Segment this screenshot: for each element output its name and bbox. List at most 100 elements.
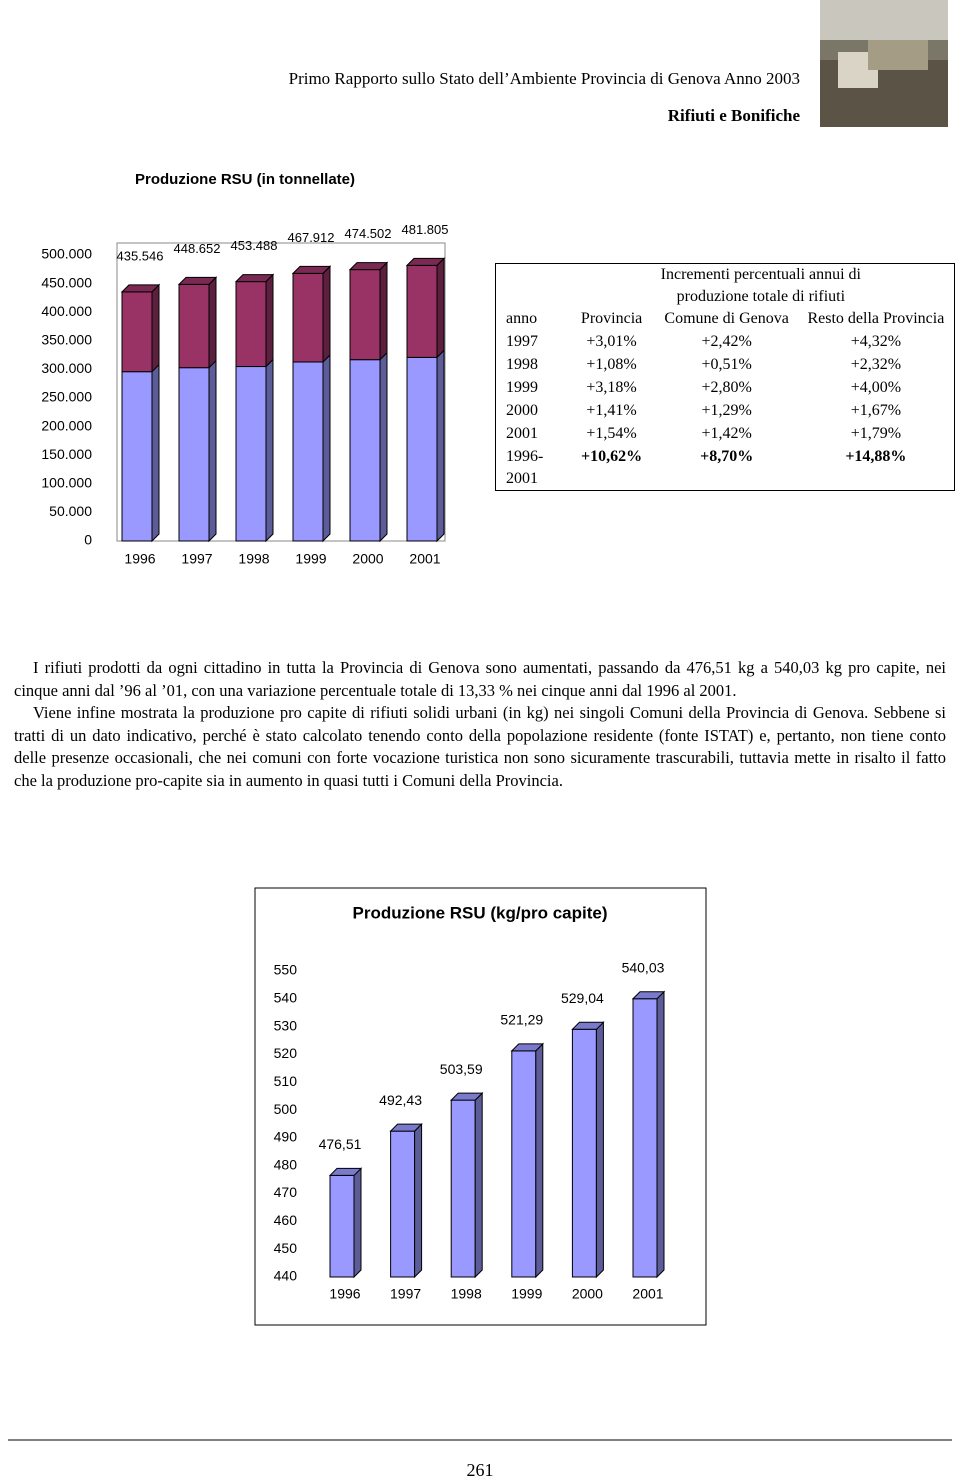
value-label: 476,51 [319, 1136, 362, 1152]
header-title: Primo Rapporto sullo Stato dell’Ambiente… [288, 69, 800, 88]
bar-segment [292, 272, 324, 363]
x-tick-label: 1999 [511, 1286, 542, 1302]
bar-top [328, 1167, 363, 1176]
y-tick-label: 450.000 [41, 274, 92, 290]
bar-side [436, 349, 445, 543]
header-section: Rifiuti e Bonifiche [667, 106, 800, 125]
bar-top [291, 265, 332, 274]
table-cell: +1,42% [701, 425, 752, 442]
bar-segment [292, 361, 324, 542]
bar-side [353, 1167, 362, 1279]
value-label: 503,59 [440, 1061, 483, 1077]
y-tick-label: 510 [274, 1073, 298, 1089]
bar-segment [450, 1099, 476, 1278]
bar-segment [571, 1028, 597, 1278]
x-tick-label: 2000 [572, 1286, 603, 1302]
table-cell: +1,67% [850, 402, 902, 419]
bar-top [571, 1021, 605, 1030]
bar-top [631, 991, 666, 1000]
bar-side [414, 1122, 423, 1279]
table-title: Incrementi percentuali annui di produzio… [660, 266, 861, 305]
bar-segment [121, 371, 153, 542]
y-tick-label: 540 [274, 990, 298, 1006]
x-tick-label: 1997 [390, 1286, 421, 1302]
y-tick-label: 400.000 [41, 303, 92, 319]
body-text: I rifiuti prodotti da ogni cittadino in … [14, 657, 946, 793]
table-cell: 1996-2001 [506, 448, 544, 487]
total-label: 453.488 [231, 238, 278, 253]
x-tick-label: 1996 [329, 1286, 360, 1302]
x-tick-label: 1996 [124, 551, 155, 567]
table-cell: +14,88% [845, 448, 907, 465]
photo [820, 0, 948, 127]
table-cell: +4,32% [850, 333, 902, 350]
total-label: 435.546 [117, 248, 164, 263]
bar-top [120, 284, 161, 293]
table-cell: +3,18% [586, 379, 637, 396]
bar-side [322, 353, 331, 543]
chart-frame [254, 887, 707, 1326]
bar-segment [390, 1130, 416, 1278]
table-header: Comune di Genova [664, 310, 789, 327]
y-tick-label: 0 [84, 532, 92, 548]
y-tick-label: 350.000 [41, 332, 92, 348]
y-tick-label: 500 [274, 1101, 298, 1117]
total-label: 467.912 [288, 230, 335, 245]
bar-segment [329, 1174, 355, 1278]
page-number: 261 [466, 1460, 494, 1480]
table-header: Provincia [580, 310, 643, 327]
table-header: anno [506, 310, 538, 327]
bar-segment [406, 356, 438, 542]
x-tick-label: 2000 [352, 551, 383, 567]
table-cell: +2,80% [701, 379, 752, 396]
value-label: 540,03 [622, 959, 665, 975]
table-cell: +4,00% [850, 379, 902, 396]
y-tick-label: 250.000 [41, 389, 92, 405]
y-tick-label: 200.000 [41, 417, 92, 433]
x-tick-label: 1997 [181, 551, 212, 567]
bar-side [535, 1042, 544, 1279]
bar-segment [632, 998, 658, 1278]
x-tick-label: 1998 [238, 551, 269, 567]
x-tick-label: 1999 [295, 551, 326, 567]
paragraph: I rifiuti prodotti da ogni cittadino in … [14, 658, 946, 700]
x-tick-label: 2001 [632, 1286, 663, 1302]
bar-segment [511, 1050, 537, 1278]
table-cell: 2000 [506, 402, 538, 419]
x-tick-label: 1998 [451, 1286, 482, 1302]
total-label: 481.805 [402, 222, 449, 237]
bar-side [595, 1021, 604, 1279]
total-label: 474.502 [345, 226, 392, 241]
y-tick-label: 470 [274, 1184, 298, 1200]
bar-side [322, 265, 331, 364]
bar-segment [235, 366, 267, 542]
table-cell: +2,42% [701, 333, 752, 350]
table-cell: +1,08% [586, 356, 637, 373]
bar-top [177, 276, 218, 285]
bar-side [208, 359, 217, 543]
y-tick-label: 490 [274, 1129, 298, 1145]
y-tick-label: 500.000 [41, 246, 92, 262]
bar-segment [349, 359, 381, 542]
bar-side [265, 273, 274, 368]
paragraph: Viene infine mostrata la produzione pro … [14, 703, 946, 790]
bar-top [389, 1123, 423, 1132]
bar-segment [235, 281, 267, 368]
y-tick-label: 480 [274, 1156, 298, 1172]
table-header: Resto della Provincia [807, 310, 945, 327]
y-tick-label: 460 [274, 1212, 298, 1228]
chart-title: Produzione RSU (in tonnellate) [135, 171, 355, 188]
y-tick-label: 50.000 [49, 503, 92, 519]
bar-top [348, 262, 389, 271]
x-tick-label: 2001 [409, 551, 440, 567]
bar-top [510, 1043, 545, 1052]
y-tick-label: 450 [274, 1240, 298, 1256]
table-cell: 1999 [506, 379, 538, 396]
bar-top [234, 274, 275, 283]
table-cell: +1,54% [586, 425, 637, 442]
table-cell: +10,62% [581, 448, 643, 465]
bar-side [656, 990, 665, 1279]
table-cell: +0,51% [701, 356, 752, 373]
